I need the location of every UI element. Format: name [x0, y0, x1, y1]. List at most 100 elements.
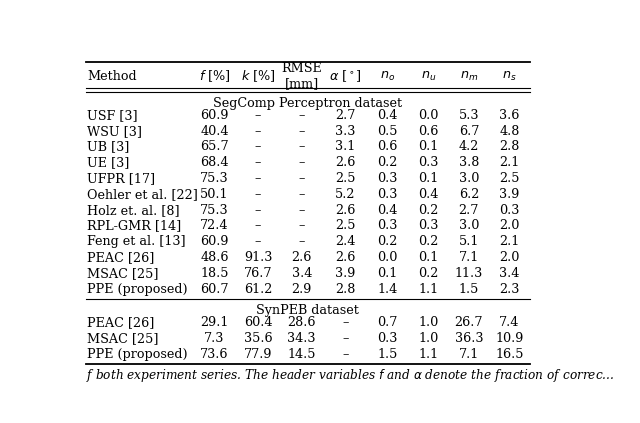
Text: 60.9: 60.9	[200, 109, 228, 122]
Text: 0.5: 0.5	[377, 125, 398, 137]
Text: –: –	[342, 332, 349, 345]
Text: 65.7: 65.7	[200, 140, 228, 154]
Text: $n_o$: $n_o$	[380, 70, 395, 83]
Text: 5.1: 5.1	[459, 235, 479, 248]
Text: 77.9: 77.9	[244, 348, 272, 361]
Text: –: –	[298, 156, 305, 169]
Text: USF [3]: USF [3]	[88, 109, 138, 122]
Text: 1.5: 1.5	[378, 348, 397, 361]
Text: 75.3: 75.3	[200, 203, 228, 217]
Text: 3.4: 3.4	[292, 267, 312, 280]
Text: 91.3: 91.3	[244, 251, 272, 264]
Text: 0.3: 0.3	[418, 156, 438, 169]
Text: 40.4: 40.4	[200, 125, 228, 137]
Text: 0.3: 0.3	[378, 188, 397, 201]
Text: –: –	[255, 188, 261, 201]
Text: Holz et. al. [8]: Holz et. al. [8]	[88, 203, 180, 217]
Text: 29.1: 29.1	[200, 316, 228, 329]
Text: 5.3: 5.3	[459, 109, 479, 122]
Text: $\alpha$ [$^\circ$]: $\alpha$ [$^\circ$]	[329, 69, 362, 84]
Text: PEAC [26]: PEAC [26]	[88, 316, 155, 329]
Text: MSAC [25]: MSAC [25]	[88, 332, 159, 345]
Text: UE [3]: UE [3]	[88, 156, 130, 169]
Text: 3.4: 3.4	[499, 267, 520, 280]
Text: 2.0: 2.0	[499, 220, 520, 232]
Text: 2.7: 2.7	[459, 203, 479, 217]
Text: 0.2: 0.2	[378, 156, 397, 169]
Text: 60.7: 60.7	[200, 283, 228, 296]
Text: f both experiment series. The header variables $f$ and $\alpha$ denote the fract: f both experiment series. The header var…	[86, 367, 614, 384]
Text: –: –	[298, 188, 305, 201]
Text: 18.5: 18.5	[200, 267, 228, 280]
Text: –: –	[298, 140, 305, 154]
Text: 3.1: 3.1	[335, 140, 355, 154]
Text: 16.5: 16.5	[495, 348, 524, 361]
Text: 61.2: 61.2	[244, 283, 272, 296]
Text: 2.7: 2.7	[335, 109, 356, 122]
Text: 0.3: 0.3	[378, 332, 397, 345]
Text: 1.0: 1.0	[418, 332, 438, 345]
Text: 0.2: 0.2	[378, 235, 397, 248]
Text: –: –	[298, 235, 305, 248]
Text: SynPEB dataset: SynPEB dataset	[257, 304, 359, 317]
Text: 2.3: 2.3	[499, 283, 520, 296]
Text: 0.1: 0.1	[418, 251, 438, 264]
Text: $n_u$: $n_u$	[420, 70, 436, 83]
Text: $k$ [%]: $k$ [%]	[241, 69, 275, 84]
Text: 2.5: 2.5	[335, 220, 356, 232]
Text: 4.8: 4.8	[499, 125, 520, 137]
Text: 1.1: 1.1	[418, 348, 438, 361]
Text: PPE (proposed): PPE (proposed)	[88, 283, 188, 296]
Text: –: –	[298, 172, 305, 185]
Text: 72.4: 72.4	[200, 220, 228, 232]
Text: 2.4: 2.4	[335, 235, 356, 248]
Text: 3.9: 3.9	[335, 267, 356, 280]
Text: 3.3: 3.3	[335, 125, 356, 137]
Text: PPE (proposed): PPE (proposed)	[88, 348, 188, 361]
Text: –: –	[298, 125, 305, 137]
Text: $n_s$: $n_s$	[502, 70, 517, 83]
Text: –: –	[342, 348, 349, 361]
Text: –: –	[255, 203, 261, 217]
Text: 0.3: 0.3	[499, 203, 520, 217]
Text: 0.6: 0.6	[418, 125, 438, 137]
Text: 6.2: 6.2	[459, 188, 479, 201]
Text: –: –	[255, 156, 261, 169]
Text: 14.5: 14.5	[287, 348, 316, 361]
Text: 2.1: 2.1	[499, 156, 520, 169]
Text: 0.6: 0.6	[378, 140, 397, 154]
Text: 26.7: 26.7	[454, 316, 483, 329]
Text: 0.4: 0.4	[378, 109, 397, 122]
Text: $f$ [%]: $f$ [%]	[198, 69, 230, 84]
Text: 10.9: 10.9	[495, 332, 524, 345]
Text: 0.3: 0.3	[378, 172, 397, 185]
Text: 6.7: 6.7	[459, 125, 479, 137]
Text: Method: Method	[88, 70, 137, 83]
Text: RMSE
[mm]: RMSE [mm]	[282, 62, 322, 91]
Text: 34.3: 34.3	[287, 332, 316, 345]
Text: 2.8: 2.8	[335, 283, 356, 296]
Text: –: –	[298, 220, 305, 232]
Text: 48.6: 48.6	[200, 251, 228, 264]
Text: SegComp Perceptron dataset: SegComp Perceptron dataset	[213, 96, 403, 110]
Text: 1.1: 1.1	[418, 283, 438, 296]
Text: 0.2: 0.2	[418, 203, 438, 217]
Text: 7.3: 7.3	[204, 332, 225, 345]
Text: 75.3: 75.3	[200, 172, 228, 185]
Text: 2.6: 2.6	[335, 156, 356, 169]
Text: –: –	[255, 140, 261, 154]
Text: 2.6: 2.6	[335, 251, 356, 264]
Text: 3.8: 3.8	[459, 156, 479, 169]
Text: 50.1: 50.1	[200, 188, 228, 201]
Text: 3.0: 3.0	[459, 172, 479, 185]
Text: 0.1: 0.1	[378, 267, 397, 280]
Text: PEAC [26]: PEAC [26]	[88, 251, 155, 264]
Text: 73.6: 73.6	[200, 348, 228, 361]
Text: 2.6: 2.6	[335, 203, 356, 217]
Text: 28.6: 28.6	[287, 316, 316, 329]
Text: –: –	[255, 220, 261, 232]
Text: 3.6: 3.6	[499, 109, 520, 122]
Text: –: –	[255, 172, 261, 185]
Text: 68.4: 68.4	[200, 156, 228, 169]
Text: 0.2: 0.2	[418, 267, 438, 280]
